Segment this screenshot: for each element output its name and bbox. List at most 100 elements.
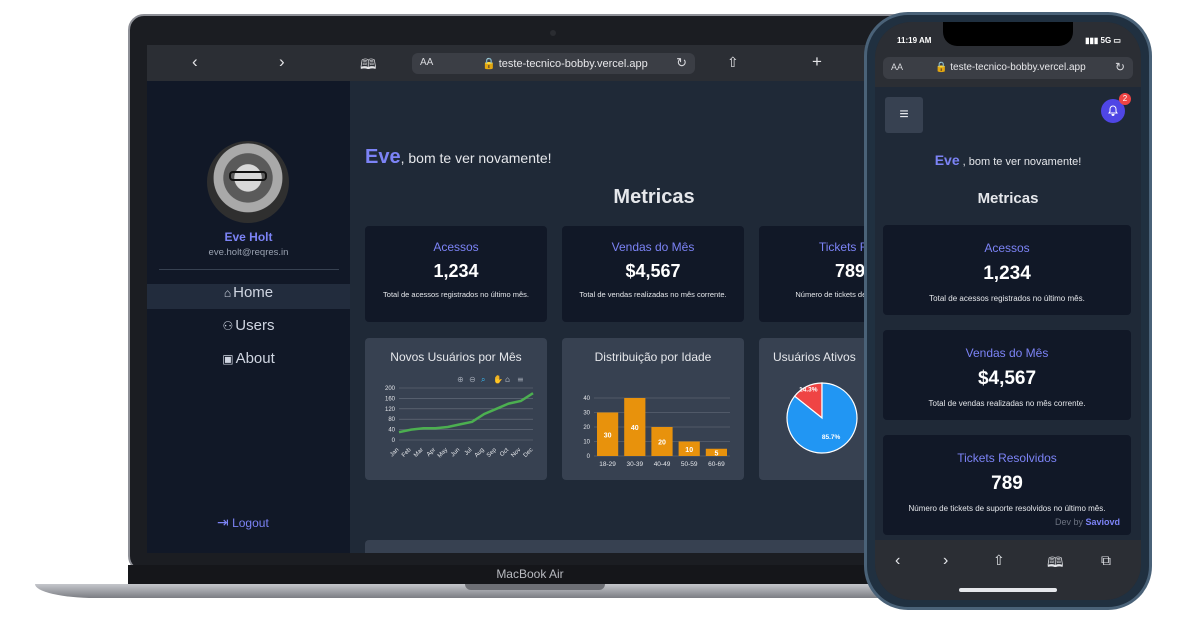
y-tick-label: 0 bbox=[392, 438, 396, 444]
x-tick-label: Jun bbox=[450, 447, 461, 458]
bookmarks-icon[interactable]: 🕮 bbox=[360, 56, 377, 72]
notification-badge: 2 bbox=[1119, 93, 1131, 105]
chart-toolbar-icon: ✋ bbox=[493, 374, 503, 384]
pie-slice bbox=[786, 382, 858, 454]
bar bbox=[678, 441, 700, 456]
pie-data-label: 14.3% bbox=[799, 387, 818, 394]
bar bbox=[597, 412, 619, 456]
pie-data-label: 85.7% bbox=[822, 434, 841, 441]
x-tick-label: 18-29 bbox=[599, 461, 616, 468]
greeting-name: Eve bbox=[365, 146, 401, 168]
x-tick-label: 40-49 bbox=[654, 461, 671, 468]
reader-aa-button[interactable]: AA bbox=[891, 62, 904, 72]
greeting-text: , bom te ver novamente! bbox=[400, 150, 552, 166]
user-email: eve.holt@reqres.in bbox=[208, 247, 289, 258]
dev-by-prefix: Dev by bbox=[1055, 517, 1086, 527]
share-icon[interactable]: ⇧ bbox=[727, 54, 739, 70]
reload-icon[interactable]: ↻ bbox=[1114, 60, 1125, 74]
url-text[interactable]: 🔒 teste-tecnico-bobby.vercel.app bbox=[482, 58, 648, 70]
chart-toolbar-icon: ⌕ bbox=[481, 375, 485, 384]
card-title: Tickets Resolvidos bbox=[957, 451, 1057, 465]
nav-item-users[interactable]: ⚇ Users bbox=[147, 317, 350, 342]
status-signal: ▮▮▮ 5G ▭ bbox=[1085, 36, 1121, 45]
laptop-screen: ‹ › 🕮 AA 🔒 teste-tecnico-bobby.vercel.ap… bbox=[147, 45, 907, 553]
card-desc: Número de tickets de suporte resolvidos … bbox=[908, 504, 1106, 513]
card-title: Acessos bbox=[984, 241, 1030, 255]
y-tick-label: 200 bbox=[385, 386, 396, 392]
card-title: Vendas do Mês bbox=[965, 346, 1049, 360]
home-icon: ⌂ bbox=[223, 286, 232, 300]
user-name: Eve Holt bbox=[224, 230, 273, 244]
new-tab-icon[interactable]: + bbox=[812, 52, 822, 71]
nav-item-about[interactable]: ▣ About bbox=[147, 350, 350, 375]
feedback-section: Feedbacks dos Clientes George Bluth bbox=[365, 540, 907, 553]
laptop-base bbox=[35, 584, 1025, 598]
reload-icon[interactable]: ↻ bbox=[676, 55, 687, 70]
greeting-text: , bom te ver novamente! bbox=[959, 156, 1082, 168]
metrics-title: Metricas bbox=[613, 186, 695, 208]
chart-card-novos-usuarios: Novos Usuários por Mês 0 40 80 120 160 200 Jan… bbox=[365, 338, 547, 480]
card-desc: Total de vendas realizadas no mês corren… bbox=[579, 290, 727, 299]
nav-item-home[interactable]: ⌂ Home bbox=[147, 284, 350, 309]
phone-notch bbox=[943, 22, 1073, 46]
greeting-name: Eve bbox=[934, 152, 960, 168]
share-icon[interactable]: ⇧ bbox=[993, 552, 1005, 568]
users-icon: ⚇ bbox=[222, 319, 234, 333]
x-tick-label: Mar bbox=[413, 447, 425, 459]
reader-aa-button[interactable]: AA bbox=[420, 57, 434, 68]
bar-data-label: 30 bbox=[604, 432, 612, 439]
x-tick-label: Nov bbox=[510, 447, 522, 459]
browser-toolbar: ‹ › 🕮 AA 🔒 teste-tecnico-bobby.vercel.ap… bbox=[147, 45, 907, 81]
bar bbox=[624, 398, 646, 456]
hamburger-menu-icon[interactable]: ≡ bbox=[885, 97, 923, 133]
logout-icon: ⇥ bbox=[217, 514, 229, 530]
dev-by-name[interactable]: Saviovd bbox=[1085, 517, 1121, 527]
x-tick-label: 60-69 bbox=[708, 461, 725, 468]
y-tick-label: 40 bbox=[583, 396, 590, 402]
y-tick-label: 20 bbox=[583, 425, 590, 431]
tabs-icon[interactable]: ⧉ bbox=[1101, 552, 1111, 568]
phone-browser-bottom: ‹ › ⇧ 🕮 ⧉ bbox=[875, 540, 1141, 600]
main-content: Eve, bom te ver novamente! Metricas Aces… bbox=[350, 81, 907, 553]
address-bar[interactable]: AA 🔒 teste-tecnico-bobby.vercel.app ↻ bbox=[412, 53, 695, 74]
laptop-base-notch bbox=[465, 584, 605, 590]
y-tick-label: 30 bbox=[583, 411, 590, 417]
x-tick-label: Apr bbox=[426, 447, 437, 458]
phone-address-bar[interactable]: AA 🔒 teste-tecnico-bobby.vercel.app ↻ bbox=[883, 57, 1133, 79]
x-tick-label: 50-59 bbox=[681, 461, 698, 468]
y-tick-label: 80 bbox=[388, 417, 395, 423]
card-value: 789 bbox=[834, 261, 866, 281]
chevron-right-icon[interactable]: › bbox=[279, 52, 285, 71]
x-tick-label: Oct bbox=[499, 447, 510, 458]
sidebar: Eve Holt eve.holt@reqres.in ⌂ Home ⚇ Users… bbox=[147, 81, 350, 553]
card-value: 789 bbox=[991, 473, 1023, 494]
phone-metrics-title: Metricas bbox=[977, 190, 1039, 207]
chart-toolbar-icon: ⊕ bbox=[457, 375, 464, 384]
card-value: 1,234 bbox=[983, 263, 1031, 284]
dev-by-credit[interactable]: Dev by Saviovd bbox=[1055, 517, 1120, 527]
chevron-right-icon[interactable]: › bbox=[943, 552, 949, 569]
bookmarks-icon[interactable]: 🕮 bbox=[1047, 554, 1064, 570]
x-tick-label: Feb bbox=[401, 447, 413, 459]
chevron-left-icon[interactable]: ‹ bbox=[192, 52, 198, 71]
chart-title: Usuários Ativos bbox=[773, 350, 856, 364]
card-desc: Número de tickets de s no último bbox=[795, 290, 905, 299]
series-line bbox=[398, 392, 534, 434]
x-tick-label: 30-39 bbox=[626, 461, 643, 468]
chart-toolbar-icon: ≡ bbox=[517, 375, 524, 384]
phone-greeting: Eve , bom te ver novamente! bbox=[875, 152, 1141, 168]
x-tick-label: Dec bbox=[523, 447, 535, 459]
bar bbox=[705, 448, 727, 456]
phone-card-tickets: Tickets Resolvidos 789 Número de tickets… bbox=[883, 435, 1131, 535]
card-desc: Total de acessos registrados no último m… bbox=[929, 294, 1085, 303]
chevron-left-icon[interactable]: ‹ bbox=[895, 552, 901, 569]
bar-data-label: 20 bbox=[658, 440, 666, 447]
chart-toolbar-icon: ⌂ bbox=[505, 375, 510, 384]
feedback-title: Feedbacks dos Clientes bbox=[365, 552, 907, 553]
avatar-glasses bbox=[229, 171, 267, 181]
logout-button[interactable]: ⇥ Logout bbox=[217, 514, 269, 531]
url-text[interactable]: 🔒 teste-tecnico-bobby.vercel.app bbox=[935, 62, 1086, 73]
pie-chart: 14.3% 85.7% bbox=[786, 382, 858, 454]
chart-toolbar-icon: ⊖ bbox=[469, 375, 476, 384]
nav-label-home: Home bbox=[233, 284, 274, 301]
